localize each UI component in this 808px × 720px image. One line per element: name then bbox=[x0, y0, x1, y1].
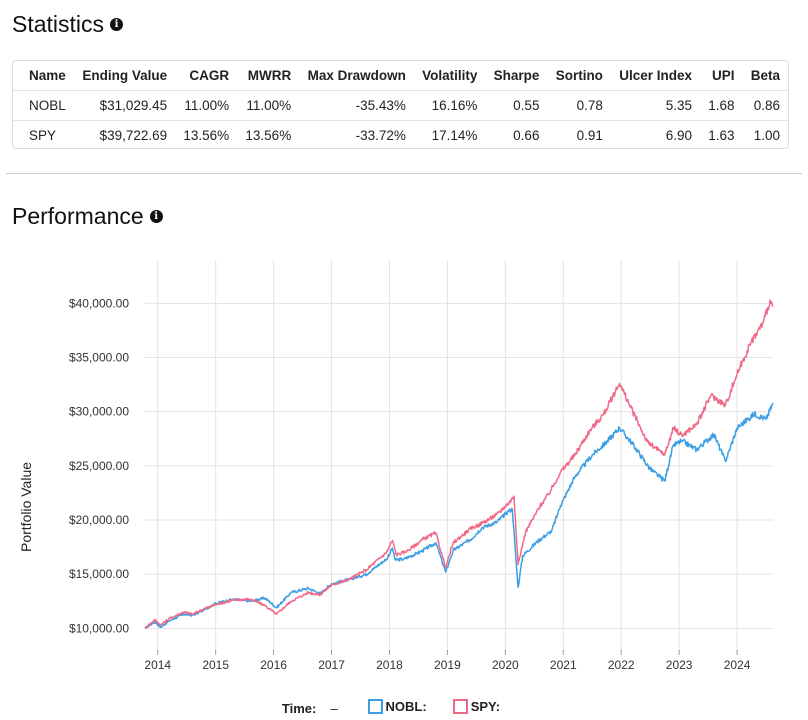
table-cell: 6.90 bbox=[665, 128, 693, 143]
legend-swatch bbox=[367, 699, 383, 714]
table-cell: $39,722.69 bbox=[99, 128, 168, 143]
legend-item[interactable]: SPY: bbox=[452, 699, 501, 714]
table-cell: 13.56% bbox=[183, 128, 230, 143]
table-cell: $31,029.45 bbox=[99, 98, 168, 113]
x-tick-label: 2018 bbox=[376, 658, 403, 672]
table-cell: 1.68 bbox=[708, 98, 735, 113]
table-cell: 1.00 bbox=[753, 128, 780, 143]
column-header[interactable]: Sortino bbox=[555, 68, 603, 83]
x-tick-label: 2021 bbox=[550, 658, 577, 672]
table-cell: 11.00% bbox=[246, 98, 292, 113]
column-header[interactable]: Beta bbox=[750, 68, 780, 83]
chart-legend: Time: – NOBL: SPY: bbox=[0, 699, 808, 717]
table-cell: 0.91 bbox=[576, 128, 603, 143]
table-cell: SPY bbox=[29, 128, 57, 143]
y-tick-label: $20,000.00 bbox=[69, 513, 129, 527]
x-tick-label: 2015 bbox=[202, 658, 229, 672]
section-divider bbox=[6, 173, 802, 174]
y-tick-label: $15,000.00 bbox=[69, 567, 129, 581]
y-tick-label: $30,000.00 bbox=[69, 405, 129, 419]
column-header[interactable]: UPI bbox=[711, 68, 735, 83]
legend-time-value: – bbox=[330, 700, 338, 716]
column-header[interactable]: Ulcer Index bbox=[619, 68, 693, 83]
legend-item[interactable]: NOBL: bbox=[367, 699, 427, 714]
x-tick-label: 2023 bbox=[666, 658, 693, 672]
table-cell: 11.00% bbox=[184, 98, 230, 113]
column-header[interactable]: CAGR bbox=[189, 68, 230, 83]
legend-label: NOBL: bbox=[385, 699, 427, 714]
table-row: SPY $39,722.69 13.56% 13.56% -33.72% 17.14% 0.… bbox=[13, 120, 788, 149]
table-cell: 0.55 bbox=[513, 98, 540, 113]
column-header[interactable]: Volatility bbox=[422, 68, 478, 83]
table-cell: 1.63 bbox=[708, 128, 735, 143]
y-axis-label: Portfolio Value bbox=[18, 462, 34, 552]
legend-label: SPY: bbox=[470, 699, 501, 714]
y-tick-label: $10,000.00 bbox=[69, 621, 129, 635]
column-header[interactable]: Max Drawdown bbox=[307, 68, 406, 83]
x-tick-label: 2016 bbox=[260, 658, 287, 672]
table-cell: -33.72% bbox=[355, 128, 406, 143]
x-tick-label: 2017 bbox=[318, 658, 345, 672]
column-header[interactable]: Sharpe bbox=[493, 68, 540, 83]
table-cell: 16.16% bbox=[431, 98, 478, 113]
column-header[interactable]: Ending Value bbox=[82, 68, 168, 83]
statistics-title: Statistics i bbox=[12, 11, 124, 38]
table-row: NOBL $31,029.45 11.00% 11.00% -35.43% 16.16% 0… bbox=[13, 90, 788, 121]
table-cell: 13.56% bbox=[245, 128, 292, 143]
performance-chart[interactable]: 2014 2015 2016 2017 2018 2019 2020 2021 2022 2023… bbox=[0, 250, 808, 690]
y-tick-label: $25,000.00 bbox=[69, 459, 129, 473]
x-tick-label: 2020 bbox=[492, 658, 519, 672]
legend-time-label: Time: bbox=[281, 700, 317, 716]
column-header[interactable]: MWRR bbox=[247, 68, 292, 83]
table-cell: 0.78 bbox=[576, 98, 603, 113]
table-cell: NOBL bbox=[29, 98, 66, 113]
x-tick-label: 2014 bbox=[144, 658, 171, 672]
table-header-row: Name Ending Value CAGR MWRR Max Drawdown Vola… bbox=[13, 61, 788, 91]
table-cell: 0.86 bbox=[753, 98, 780, 113]
legend-swatch bbox=[452, 699, 468, 714]
info-icon[interactable]: i bbox=[110, 18, 124, 31]
series-line-nobl bbox=[144, 402, 774, 630]
x-tick-label: 2022 bbox=[608, 658, 635, 672]
x-tick-label: 2024 bbox=[724, 658, 751, 672]
table-cell: 17.14% bbox=[431, 128, 478, 143]
series-line-spy bbox=[144, 299, 774, 629]
column-header[interactable]: Name bbox=[29, 68, 66, 83]
x-tick-label: 2019 bbox=[434, 658, 461, 672]
table-cell: 0.66 bbox=[513, 128, 540, 143]
table-cell: -35.43% bbox=[355, 98, 406, 113]
info-icon[interactable]: i bbox=[149, 210, 163, 223]
y-tick-label: $40,000.00 bbox=[69, 296, 129, 310]
y-tick-label: $35,000.00 bbox=[69, 351, 129, 365]
performance-title: Performance i bbox=[12, 203, 163, 230]
statistics-table: Name Ending Value CAGR MWRR Max Drawdown Vola… bbox=[12, 60, 789, 149]
table-cell: 5.35 bbox=[665, 98, 693, 113]
